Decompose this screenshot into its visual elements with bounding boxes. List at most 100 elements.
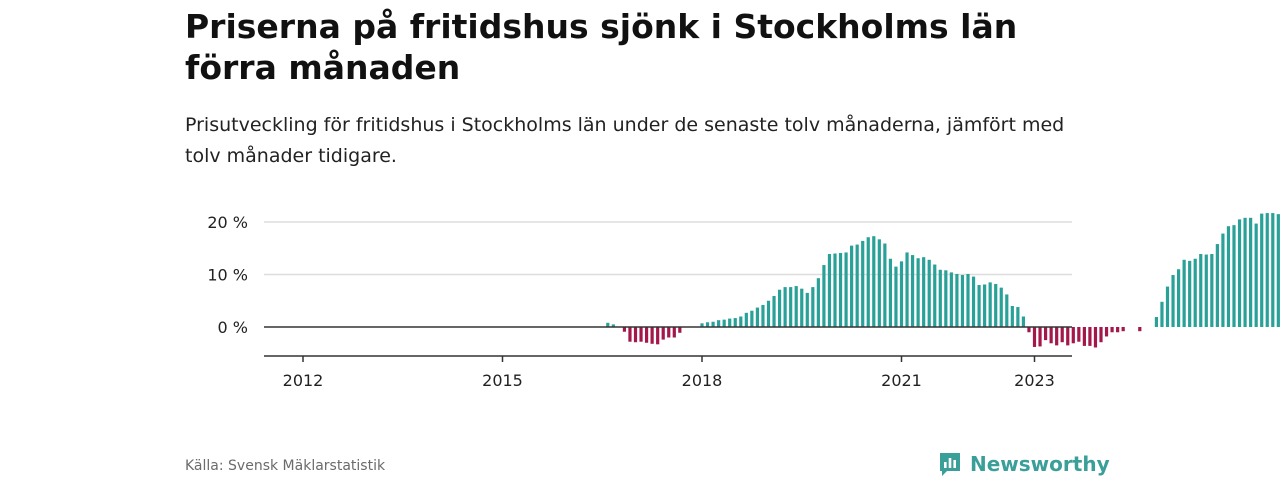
bar: [1165, 286, 1170, 327]
bar: [944, 270, 948, 327]
bar: [1199, 254, 1203, 327]
bar: [999, 287, 1003, 328]
bar: [844, 252, 848, 327]
bar: [722, 319, 726, 327]
bar: [1260, 213, 1264, 327]
bar: [822, 265, 826, 327]
x-tick-label: 2012: [283, 371, 324, 390]
bar: [988, 282, 992, 328]
bar: [777, 289, 782, 327]
bar: [656, 327, 660, 345]
bar: [1193, 258, 1197, 327]
bar: [1043, 327, 1048, 341]
bar: [805, 292, 809, 328]
bar: [1021, 316, 1026, 327]
bar: [1116, 327, 1120, 333]
bar: [983, 284, 987, 327]
bar: [977, 285, 981, 327]
bar: [750, 310, 754, 328]
bar: [877, 239, 881, 327]
bar: [1104, 327, 1109, 337]
bar: [800, 288, 804, 327]
bar: [866, 237, 870, 327]
bar: [1060, 327, 1064, 343]
bar: [1032, 327, 1037, 347]
y-tick-label: 0 %: [218, 318, 248, 337]
bar: [1038, 327, 1042, 347]
bar: [894, 266, 898, 328]
bar: [1204, 254, 1208, 327]
newsworthy-chart-icon: [940, 453, 960, 476]
bar: [1188, 260, 1192, 327]
bar: [672, 327, 676, 338]
bar: [783, 287, 787, 327]
bar: [838, 252, 843, 327]
bar: [644, 327, 649, 343]
bar: [872, 236, 876, 328]
bar: [1232, 225, 1236, 327]
bar: [833, 253, 837, 327]
bar: [1215, 244, 1219, 327]
bar: [933, 264, 937, 327]
bar: [816, 278, 820, 328]
newsworthy-logo: Newsworthy: [938, 450, 1110, 478]
bar: [971, 276, 976, 327]
bar: [728, 318, 732, 327]
bar: [678, 327, 682, 333]
bar: [850, 245, 854, 328]
bar: [927, 259, 931, 327]
bar: [1249, 217, 1253, 327]
axes: [264, 326, 1072, 362]
bar: [916, 258, 920, 327]
bar: [772, 296, 776, 327]
y-tick-label: 20 %: [207, 213, 248, 232]
bar: [1010, 306, 1014, 327]
bar: [705, 322, 710, 327]
bar: [888, 258, 893, 327]
bar: [639, 327, 643, 342]
bar: [1276, 214, 1280, 328]
bar: [700, 323, 704, 327]
bar: [667, 327, 671, 338]
brand-name: Newsworthy: [970, 452, 1110, 476]
bar: [1016, 307, 1020, 327]
bar: [1099, 327, 1103, 343]
bar: [899, 261, 904, 328]
bar: [1254, 223, 1258, 327]
bar: [861, 240, 865, 327]
bar: [1265, 213, 1269, 327]
y-tick-label: 10 %: [207, 266, 248, 285]
bar: [733, 318, 737, 327]
bar: [711, 321, 715, 327]
bar: [1121, 327, 1125, 332]
bar: [1171, 275, 1175, 327]
bar: [1226, 226, 1231, 327]
bar: [960, 275, 965, 327]
bar: [1160, 301, 1164, 327]
chart-title: Priserna på fritidshus sjönk i Stockholm…: [185, 7, 1018, 87]
bar: [1138, 327, 1142, 332]
x-tick-label: 2018: [682, 371, 723, 390]
bar: [922, 257, 926, 328]
bar: [855, 244, 859, 327]
bar: [811, 287, 815, 327]
bar: [606, 322, 610, 327]
bar: [628, 327, 632, 342]
bar: [966, 273, 970, 327]
bar: [1154, 317, 1159, 327]
bar: [1093, 327, 1098, 348]
bar: [949, 272, 953, 327]
bar: [650, 327, 654, 344]
bar: [1210, 254, 1214, 327]
bar: [938, 269, 942, 327]
bar: [827, 254, 832, 327]
bar: [1088, 327, 1092, 346]
bar: [1077, 327, 1081, 342]
gridlines: [264, 221, 1072, 276]
bar: [1027, 327, 1031, 333]
bar: [744, 312, 748, 327]
bar: [1055, 327, 1059, 346]
bar: [1005, 294, 1009, 327]
bar: [1271, 213, 1275, 327]
bar: [717, 320, 721, 328]
